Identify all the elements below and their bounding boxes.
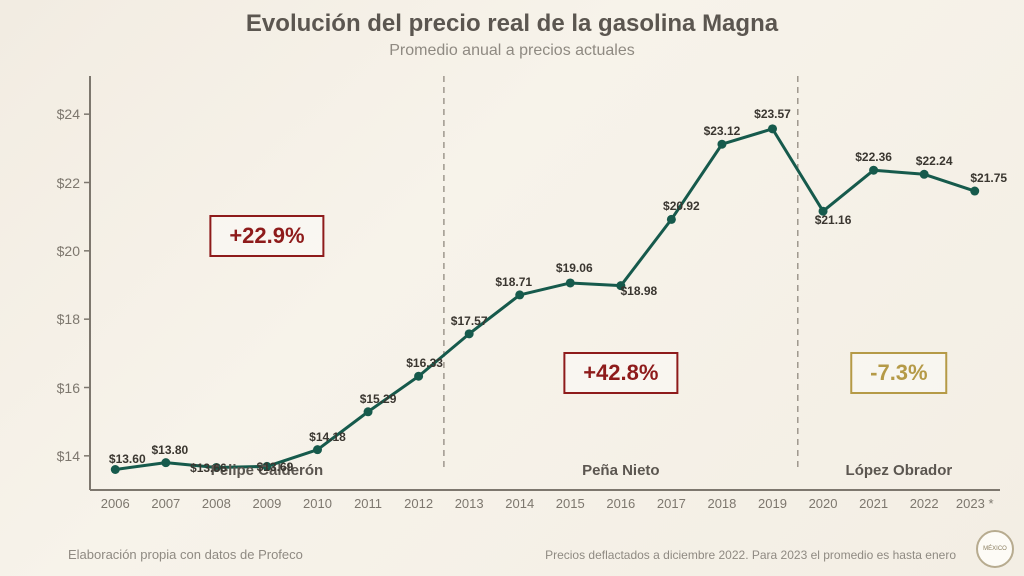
x-tick-label: 2019: [749, 496, 797, 511]
x-tick-label: 2007: [142, 496, 190, 511]
y-tick-label: $24: [40, 106, 80, 122]
x-tick-label: 2015: [546, 496, 594, 511]
data-point-label: $23.57: [754, 107, 791, 121]
x-tick-label: 2020: [799, 496, 847, 511]
footer-note: Precios deflactados a diciembre 2022. Pa…: [545, 548, 956, 562]
x-tick-label: 2008: [192, 496, 240, 511]
y-tick-label: $14: [40, 448, 80, 464]
data-point-label: $21.75: [970, 171, 1007, 185]
x-tick-label: 2023 *: [951, 496, 999, 511]
data-point-label: $18.98: [620, 284, 657, 298]
y-tick-label: $20: [40, 243, 80, 259]
x-tick-label: 2012: [395, 496, 443, 511]
data-point-label: $17.57: [451, 314, 488, 328]
footer-source: Elaboración propia con datos de Profeco: [68, 547, 303, 562]
data-point-label: $14.18: [309, 430, 346, 444]
y-tick-label: $16: [40, 380, 80, 396]
x-tick-label: 2010: [294, 496, 342, 511]
x-tick-label: 2013: [445, 496, 493, 511]
data-point-label: $19.06: [556, 261, 593, 275]
pct-change-box: -7.3%: [850, 352, 947, 394]
x-tick-label: 2022: [900, 496, 948, 511]
data-point-label: $22.36: [855, 150, 892, 164]
period-label: López Obrador: [846, 462, 953, 479]
gobierno-logo-icon: MÉXICO: [976, 530, 1014, 568]
x-tick-label: 2009: [243, 496, 291, 511]
x-tick-label: 2011: [344, 496, 392, 511]
x-tick-label: 2006: [91, 496, 139, 511]
data-point-label: $23.12: [704, 124, 741, 138]
pct-change-box: +22.9%: [209, 215, 324, 257]
y-tick-label: $22: [40, 175, 80, 191]
data-point-label: $18.71: [495, 275, 532, 289]
x-tick-label: 2018: [698, 496, 746, 511]
data-point-label: $15.29: [360, 392, 397, 406]
period-label: Peña Nieto: [582, 462, 660, 479]
x-tick-label: 2017: [647, 496, 695, 511]
data-point-label: $21.16: [815, 213, 852, 227]
data-point-label: $16.33: [406, 356, 443, 370]
data-point-label: $13.80: [151, 443, 188, 457]
data-point-label: $13.66: [190, 461, 227, 475]
x-tick-label: 2021: [850, 496, 898, 511]
data-point-label: $13.60: [109, 452, 146, 466]
data-point-label: $20.92: [663, 199, 700, 213]
data-point-label: $13.69: [257, 460, 294, 474]
x-tick-label: 2014: [496, 496, 544, 511]
pct-change-box: +42.8%: [563, 352, 678, 394]
y-tick-label: $18: [40, 311, 80, 327]
page: { "title": "Evolución del precio real de…: [0, 0, 1024, 576]
x-tick-label: 2016: [597, 496, 645, 511]
data-point-label: $22.24: [916, 154, 953, 168]
